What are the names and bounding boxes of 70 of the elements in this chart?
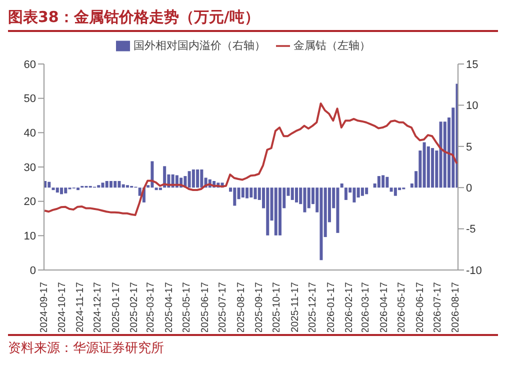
y2-tick-label: -10 [466,264,482,277]
bar [233,188,236,206]
bar [278,188,282,236]
legend-label: 国外相对国内溢价（右轴） [134,39,266,52]
bar [394,188,397,196]
y-tick-label: 30 [24,162,36,174]
bar [154,188,158,190]
y-tick-label: 50 [24,93,36,106]
y-tick-label: 40 [24,128,36,140]
bar [307,188,310,208]
y-tick-label: 10 [24,230,36,243]
bar [97,185,100,188]
bar [365,188,368,194]
text: 资料来源：华源证券研究所 [8,340,165,357]
bar [377,176,380,188]
bar [101,182,104,188]
bar [64,188,68,194]
bar [431,148,434,188]
y2-tick-label: 15 [466,58,478,71]
bar [188,171,191,188]
bar [241,188,244,198]
bar [60,188,64,194]
bar [109,181,112,188]
bar [266,188,270,236]
bar [52,188,55,190]
y2-tick-label: 0 [466,182,472,195]
y2-tick-label: -5 [466,224,476,236]
y2-tick-label: 5 [466,141,472,154]
bar [352,188,356,202]
bar [158,188,162,190]
bar [105,181,108,188]
bar [303,188,306,212]
bar [443,122,446,188]
bar [48,182,51,188]
legend-label: 金属钴（左轴） [294,39,370,52]
x-tick-label: 2024-11-17 [75,282,86,332]
bar [422,142,426,188]
y-tick-label: 20 [24,196,36,208]
bar [439,122,442,188]
bar [76,188,80,190]
bar [382,175,385,188]
y-tick-label: 60 [24,58,36,71]
chart-title: 图表38：金属钴价格走势（万元/吨） [8,8,498,32]
line-series [44,102,458,216]
bar [118,181,121,188]
bar [150,161,154,188]
bar [250,188,253,198]
bar [274,188,278,236]
bar [390,188,393,192]
bar [426,146,430,188]
bar [114,181,117,188]
bar [254,188,257,200]
bar [246,188,249,198]
bar [320,188,323,260]
bar [200,169,204,188]
bar [336,188,340,233]
bar [386,176,389,188]
y2-tick-label: 10 [466,100,478,112]
bar [196,169,200,188]
y-tick-label: 0 [30,264,36,277]
bar [340,183,344,188]
bar [56,188,59,193]
bar [192,169,195,188]
bar [344,188,348,200]
x-tick-label: 2025-11-17 [290,282,301,332]
bar [360,188,364,196]
bar [290,188,294,200]
bar [294,188,298,202]
bar [126,185,129,188]
bar [122,184,125,188]
